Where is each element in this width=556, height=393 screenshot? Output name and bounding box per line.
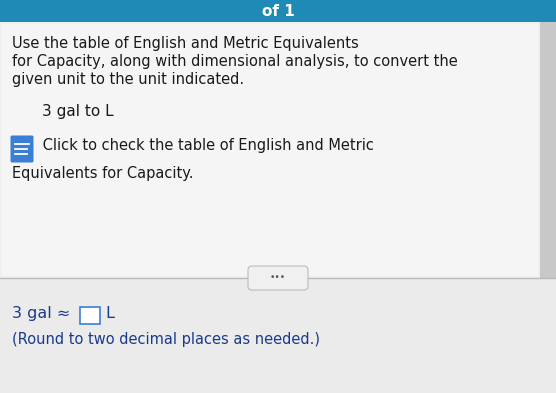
- Text: 3 gal ≈: 3 gal ≈: [12, 306, 76, 321]
- Text: (Round to two decimal places as needed.): (Round to two decimal places as needed.): [12, 332, 320, 347]
- Text: •••: •••: [270, 274, 286, 283]
- FancyBboxPatch shape: [0, 0, 556, 22]
- Text: of 1: of 1: [262, 4, 294, 18]
- FancyBboxPatch shape: [11, 136, 33, 162]
- Text: Click to check the table of English and Metric: Click to check the table of English and …: [38, 138, 374, 153]
- Text: L: L: [105, 306, 114, 321]
- FancyBboxPatch shape: [0, 279, 556, 393]
- Text: for Capacity, along with dimensional analysis, to convert the: for Capacity, along with dimensional ana…: [12, 54, 458, 69]
- FancyBboxPatch shape: [2, 24, 538, 276]
- Text: Equivalents for Capacity.: Equivalents for Capacity.: [12, 166, 193, 181]
- Text: Use the table of English and Metric Equivalents: Use the table of English and Metric Equi…: [12, 36, 359, 51]
- FancyBboxPatch shape: [80, 307, 100, 324]
- FancyBboxPatch shape: [248, 266, 308, 290]
- FancyBboxPatch shape: [0, 22, 540, 278]
- Text: 3 gal to L: 3 gal to L: [42, 104, 113, 119]
- Text: given unit to the unit indicated.: given unit to the unit indicated.: [12, 72, 244, 87]
